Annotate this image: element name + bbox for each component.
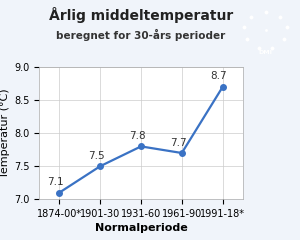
Text: Årlig middeltemperatur: Årlig middeltemperatur (49, 7, 233, 23)
Text: 8.7: 8.7 (210, 71, 227, 81)
Text: 7.7: 7.7 (170, 138, 187, 148)
Text: 7.8: 7.8 (129, 131, 146, 141)
Text: 7.5: 7.5 (88, 151, 105, 161)
X-axis label: Normalperiode: Normalperiode (94, 223, 188, 233)
Text: beregnet for 30-års perioder: beregnet for 30-års perioder (56, 29, 226, 41)
Y-axis label: Temperatur (°C): Temperatur (°C) (0, 88, 10, 178)
Text: 7.1: 7.1 (47, 177, 64, 187)
Text: DMI: DMI (259, 50, 272, 54)
